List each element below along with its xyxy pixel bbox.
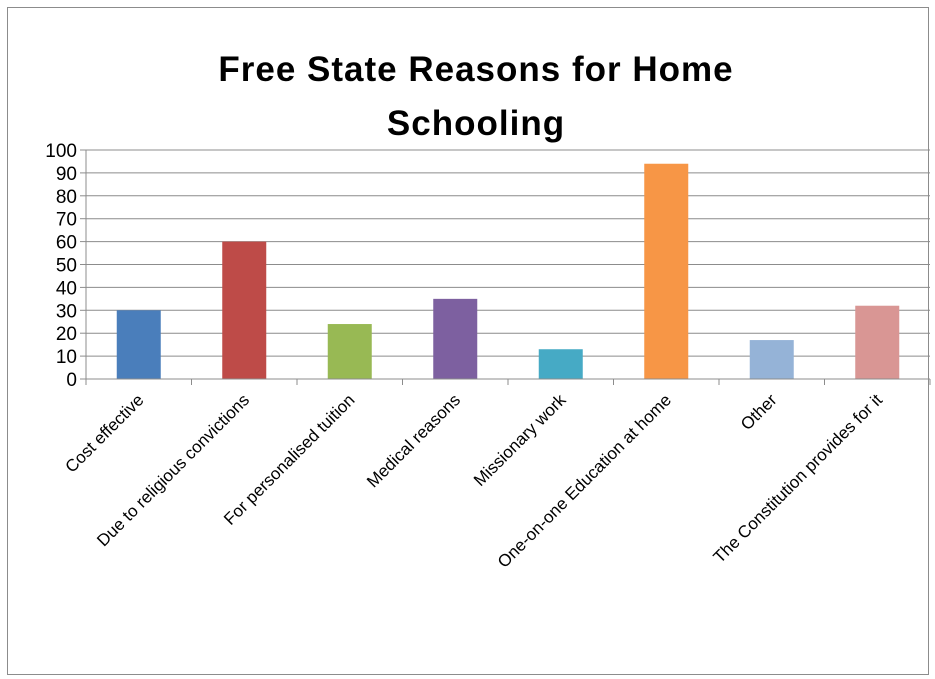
x-tick-label: Cost effective xyxy=(62,390,148,476)
bars xyxy=(116,163,900,379)
bar xyxy=(749,340,794,379)
bar xyxy=(433,298,478,379)
chart-title-line-1: Free State Reasons for Home xyxy=(218,50,733,89)
y-tick-label: 60 xyxy=(56,233,77,254)
x-tick-label: Missionary work xyxy=(470,390,570,490)
y-tick-label: 40 xyxy=(56,278,77,299)
x-tick-label: Other xyxy=(737,390,781,434)
bar xyxy=(116,310,161,379)
y-tick-label: 10 xyxy=(56,347,77,368)
y-tick-label: 80 xyxy=(56,187,77,208)
bar xyxy=(327,324,372,379)
y-tick-label: 50 xyxy=(56,256,77,277)
y-tick-label: 0 xyxy=(66,370,77,391)
bar xyxy=(855,305,900,379)
y-tick-label: 70 xyxy=(56,210,77,231)
y-tick-label: 90 xyxy=(56,164,77,185)
x-tick-label: Medical reasons xyxy=(363,390,464,491)
bar xyxy=(644,163,689,379)
bar xyxy=(538,349,583,379)
y-tick-label: 100 xyxy=(45,141,77,162)
y-tick-label: 20 xyxy=(56,324,77,345)
x-tick-label: The Constitution provides for it xyxy=(710,390,887,567)
bar xyxy=(222,241,267,379)
chart-title-line-2: Schooling xyxy=(387,104,565,143)
gridlines xyxy=(86,149,930,357)
y-tick-label: 30 xyxy=(56,301,77,322)
x-tick-label: One-on-one Education at home xyxy=(494,390,675,571)
